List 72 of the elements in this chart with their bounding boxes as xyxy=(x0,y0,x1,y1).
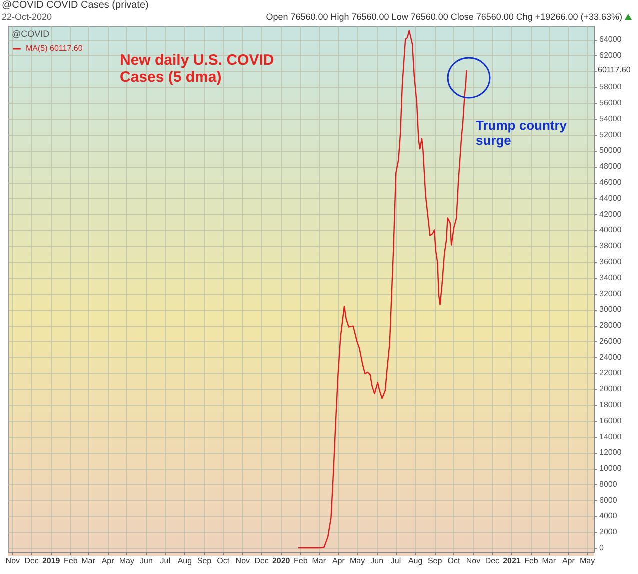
x-tick-label: Oct xyxy=(448,556,461,566)
x-tick-label: Nov xyxy=(466,556,481,566)
x-tick-label: Aug xyxy=(178,556,192,566)
text: Open 76560.00 High 76560.00 Low 76560.00 Close 76560.00 Chg +19266.00 (+33.63%) xyxy=(266,12,624,22)
y-tick-label: 44000 xyxy=(600,194,622,203)
legend-label: MA(5) 60117.60 xyxy=(26,44,84,53)
x-tick-label: Mar xyxy=(82,556,96,566)
x-tick-label: 2020 xyxy=(272,556,291,566)
x-tick-label: 2019 xyxy=(42,556,61,566)
x-tick-label: Oct xyxy=(217,556,230,566)
y-tick-label: 38000 xyxy=(600,242,622,251)
x-tick-label: Dec xyxy=(485,556,500,566)
annotation: Trump country surge xyxy=(476,118,568,148)
y-tick-label: 34000 xyxy=(600,273,622,282)
y-tick-label: 24000 xyxy=(600,352,622,362)
x-tick-label: Aug xyxy=(408,556,423,566)
y-tick-label: 2000 xyxy=(600,528,618,537)
x-tick-label: May xyxy=(350,556,366,566)
y-tick-label: 42000 xyxy=(600,210,622,219)
y-tick-label: 36000 xyxy=(600,257,622,266)
y-tick-label: 8000 xyxy=(600,480,618,489)
y-tick-label: 32000 xyxy=(600,289,622,298)
y-tick-label: 18000 xyxy=(600,400,622,410)
chart-subtitle: 22-Oct-2020 xyxy=(2,12,52,22)
x-tick-label: Feb xyxy=(64,556,78,566)
x-tick-label: Apr xyxy=(332,556,346,566)
y-tick-label: 0 xyxy=(600,544,604,553)
x-tick-label: Sep xyxy=(197,556,212,566)
text: 60117.60 xyxy=(598,65,632,74)
y-tick-label: 56000 xyxy=(600,98,622,108)
x-tick-label: Jul xyxy=(160,556,171,566)
x-tick-label: 2021 xyxy=(503,556,522,566)
y-tick-label: 62000 xyxy=(600,50,622,60)
y-tick-label: 20000 xyxy=(600,384,622,394)
x-tick-label: Feb xyxy=(524,556,539,566)
x-tick-label: Dec xyxy=(24,556,39,566)
y-tick-label: 10000 xyxy=(600,464,622,474)
y-tick-label: 50000 xyxy=(600,146,622,156)
y-tick-label: 6000 xyxy=(600,496,618,505)
x-tick-label: May xyxy=(119,556,135,566)
y-tick-label: 46000 xyxy=(600,178,622,188)
y-tick-label: 14000 xyxy=(600,432,622,442)
y-tick-label: 58000 xyxy=(600,82,622,92)
chart-title: @COVID COVID Cases (private) xyxy=(2,0,149,11)
y-tick-label: 48000 xyxy=(600,162,622,172)
y-tick-label: 22000 xyxy=(600,368,622,378)
legend-title: @COVID xyxy=(12,29,50,39)
y-tick-label: 28000 xyxy=(600,321,622,330)
x-tick-label: Nov xyxy=(6,556,20,566)
x-tick-label: Apr xyxy=(562,556,576,566)
x-tick-label: Sep xyxy=(428,556,443,566)
annotation: New daily U.S. COVID Cases (5 dma) xyxy=(120,52,276,86)
y-tick-label: 16000 xyxy=(600,416,622,426)
x-tick-label: May xyxy=(580,556,596,566)
y-tick-label: 64000 xyxy=(600,35,622,44)
line-series xyxy=(298,30,468,549)
x-tick-label: Nov xyxy=(236,556,250,566)
x-tick-label: Mar xyxy=(542,556,556,566)
x-tick-label: Dec xyxy=(254,556,269,566)
x-tick-label: Jul xyxy=(390,556,402,566)
y-tick-label: 52000 xyxy=(600,130,622,140)
x-tick-label: Feb xyxy=(294,556,308,566)
x-tick-label: Jun xyxy=(370,556,384,566)
y-tick-label: 40000 xyxy=(600,226,622,235)
x-tick-label: Apr xyxy=(102,556,115,566)
x-tick-label: Mar xyxy=(312,556,326,566)
y-tick-label: 12000 xyxy=(600,448,622,458)
y-tick-label: 30000 xyxy=(600,305,622,314)
x-tick-label: Jun xyxy=(140,556,153,566)
y-tick-label: 54000 xyxy=(600,114,622,124)
y-tick-label: 26000 xyxy=(600,336,622,346)
y-tick-label: 4000 xyxy=(600,512,618,521)
